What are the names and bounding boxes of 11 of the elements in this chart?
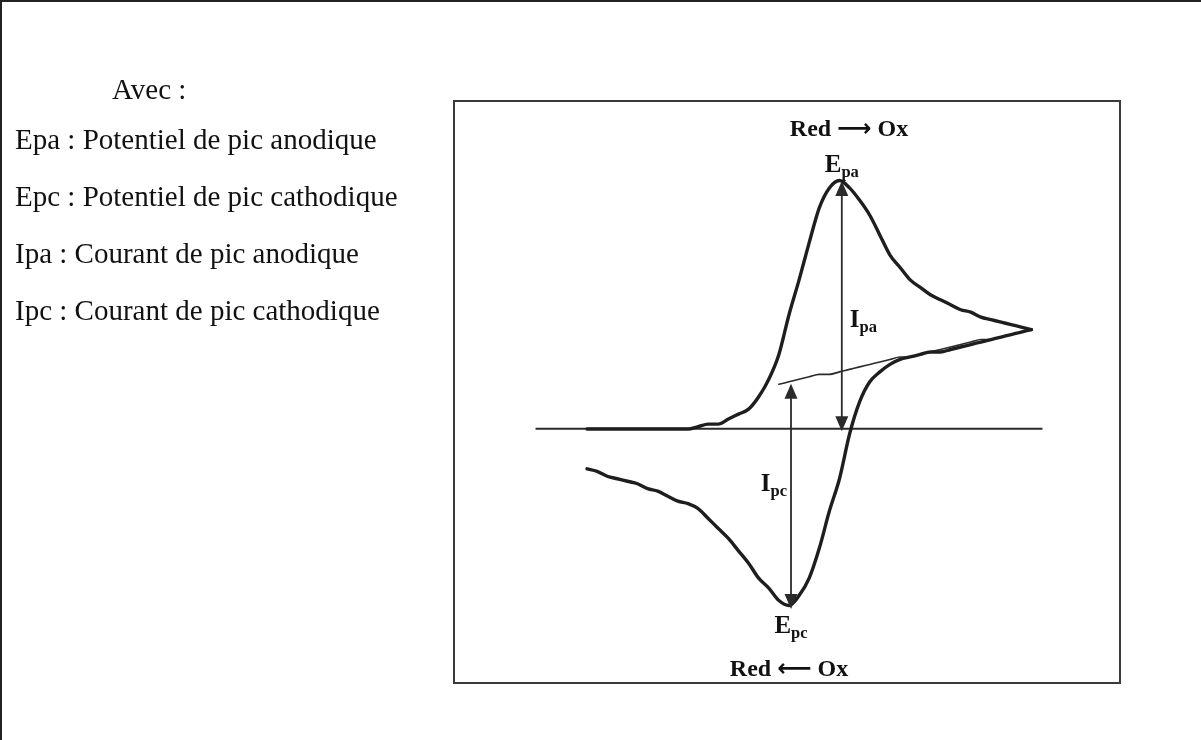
text: Red ⟶ Ox: [789, 114, 909, 142]
text: Red ⟵ Ox: [729, 654, 849, 682]
annotation: I$_{pa}$: [849, 304, 877, 336]
text: Avec :: [112, 73, 187, 106]
text: Epa : Potentiel de pic anodique: [15, 123, 377, 156]
text: Epc : Potentiel de pic cathodique: [15, 180, 398, 213]
text: Ipc : Courant de pic cathodique: [15, 294, 380, 327]
annotation: I$_{pc}$: [760, 469, 787, 501]
text: Ipa : Courant de pic anodique: [15, 237, 359, 270]
text: E$_{pa}$: [824, 149, 859, 181]
text: E$_{pc}$: [774, 611, 808, 642]
